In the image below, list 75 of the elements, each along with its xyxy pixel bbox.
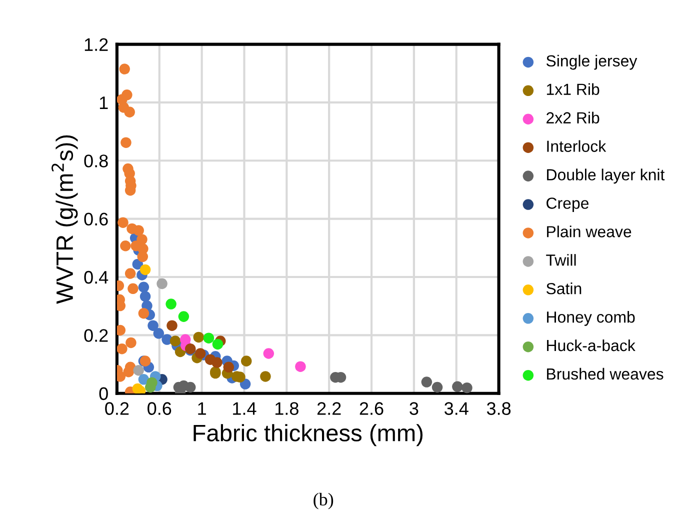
- legend-label: Crepe: [546, 198, 589, 212]
- point: [140, 291, 151, 302]
- point: [203, 332, 214, 344]
- point: [119, 64, 130, 74]
- point: [140, 264, 151, 276]
- point: [124, 268, 136, 279]
- y-tick-label: 0: [99, 387, 108, 400]
- legend-label: 2x2 Rib: [546, 112, 600, 124]
- point: [421, 376, 432, 388]
- point: [144, 382, 156, 393]
- point: [223, 362, 234, 373]
- point: [120, 240, 131, 252]
- point: [138, 308, 150, 319]
- point: [126, 337, 136, 348]
- legend-label: Interlock: [547, 140, 606, 152]
- point: [123, 366, 134, 378]
- legend-label: Huck-a-back: [547, 339, 636, 352]
- point: [124, 106, 135, 118]
- point: [212, 338, 224, 350]
- y-tick-label: 1: [100, 96, 108, 110]
- point: [116, 343, 128, 354]
- point: [170, 336, 181, 346]
- point: [166, 320, 178, 331]
- legend-label: 1x1 Rib: [546, 83, 600, 96]
- y-tick-label: 0.4: [84, 270, 108, 284]
- x-tick-label: 1.4: [233, 402, 256, 415]
- point: [116, 324, 126, 336]
- x-tick-label: 3: [410, 402, 418, 415]
- point: [116, 300, 126, 312]
- x-tick-label: 1.8: [275, 402, 298, 415]
- point: [295, 361, 306, 372]
- x-tick-label: 3.4: [444, 402, 468, 415]
- y-tick-label: 0.8: [84, 154, 108, 168]
- point: [153, 328, 164, 339]
- point: [166, 298, 176, 310]
- legend-label: Honey comb: [547, 311, 635, 326]
- point: [462, 382, 472, 394]
- y-axis-title: WVTR (g/(m$^{2}$s)): [52, 135, 78, 304]
- y-tick-label: 0.6: [84, 212, 108, 226]
- x-tick-label: 1: [198, 402, 206, 415]
- point: [120, 137, 132, 148]
- y-tick-label: 1.2: [84, 38, 108, 51]
- point: [148, 320, 158, 331]
- point: [194, 348, 206, 359]
- text: (b): [314, 492, 334, 510]
- point: [212, 357, 222, 368]
- legend-label: Double layer knit: [547, 168, 665, 184]
- point: [193, 332, 204, 343]
- legend-label: Brushed weaves: [547, 368, 664, 380]
- x-tick-label: 3.8: [486, 402, 511, 415]
- point: [240, 356, 252, 366]
- x-tick-label: 0.6: [148, 402, 172, 415]
- point: [133, 364, 144, 376]
- legend-label: Single jersey: [546, 54, 638, 70]
- x-tick-label: 2.2: [317, 402, 341, 415]
- point: [452, 381, 463, 392]
- y-tick-label: 0.2: [84, 329, 108, 342]
- point: [116, 371, 126, 382]
- point: [178, 311, 190, 322]
- point: [137, 251, 148, 262]
- point: [138, 374, 150, 385]
- point: [432, 382, 443, 393]
- legend-label: Satin: [546, 282, 582, 294]
- point: [138, 282, 150, 293]
- x-axis-title: Fabric thickness (mm): [194, 424, 423, 446]
- x-tick-label: 2.6: [360, 402, 384, 415]
- point: [260, 371, 271, 382]
- point: [128, 283, 138, 294]
- point: [118, 217, 128, 228]
- legend-label: Twill: [546, 254, 576, 266]
- point: [133, 225, 144, 236]
- point: [184, 382, 196, 393]
- legend-label: Plain weave: [547, 226, 632, 238]
- point: [263, 348, 274, 359]
- point: [156, 278, 168, 290]
